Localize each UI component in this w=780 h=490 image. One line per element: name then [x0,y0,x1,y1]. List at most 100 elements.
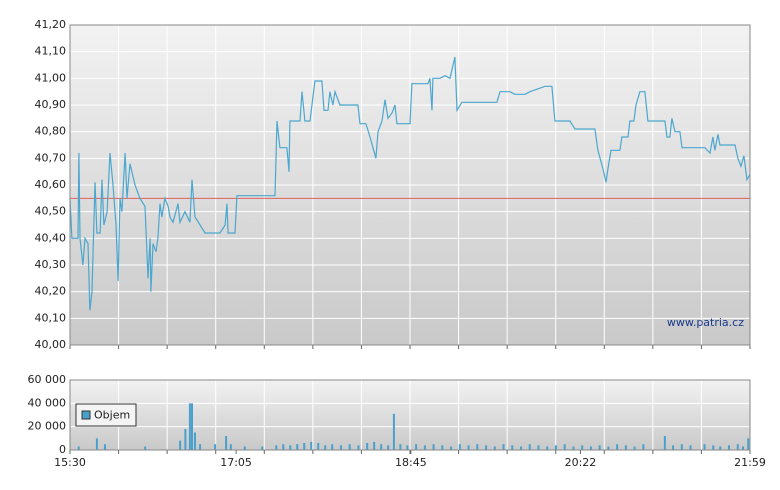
plot-border [69,24,751,346]
volume-bar [357,445,360,450]
volume-bar [441,445,444,450]
volume-bar [432,444,435,450]
volume-bar [546,446,549,450]
y-tick-label: 40,70 [35,151,67,164]
volume-bar [103,444,106,450]
volume-bar [243,446,246,450]
volume-bar [289,445,292,450]
volume-bar [719,446,722,450]
volume-bar [339,445,342,450]
volume-bar [712,445,715,450]
y-tick-label: 40,90 [35,98,67,111]
y-tick-label: 20 000 [28,420,67,433]
volume-bar [275,445,278,450]
volume-bar [331,444,334,450]
volume-bar [324,445,327,450]
y-tick-label: 0 [59,443,66,456]
y-tick-label: 40,10 [35,311,67,324]
volume-bar [366,443,369,450]
y-tick-label: 40,40 [35,231,67,244]
watermark: www.patria.cz [667,316,744,329]
volume-bar [633,446,636,450]
volume-bar [642,444,645,450]
volume-bar [511,445,514,450]
volume-bar [703,444,706,450]
volume-bar [387,445,390,450]
volume-bar [528,444,531,450]
volume-bar [191,403,194,450]
volume-bar [229,444,232,450]
volume-bar [317,443,320,450]
volume-bar [572,446,575,450]
volume-bar [563,444,566,450]
legend-box [75,403,137,427]
volume-bar [144,446,147,450]
y-tick-label: 40,00 [35,338,67,351]
y-tick-label: 41,00 [35,71,67,84]
volume-bar [458,444,461,450]
volume-bar [589,446,592,450]
x-tick-label: 18:45 [395,456,427,469]
volume-bar [607,446,610,450]
x-tick-label: 17:05 [220,456,252,469]
volume-bar [380,444,383,450]
volume-bar [188,403,191,450]
volume-bar [303,443,306,450]
volume-bar [95,438,98,450]
volume-bar [747,438,750,450]
volume-bar [537,445,540,450]
volume-bar [225,436,228,450]
volume-bar [261,446,264,450]
volume-bar [742,446,745,450]
volume-bar [680,444,683,450]
volume-bar [214,444,217,450]
volume-bar [373,441,376,450]
volume-bar [581,445,584,450]
y-tick-label: 41,10 [35,45,67,58]
volume-bar [450,446,453,450]
volume-bar [193,432,196,450]
price-line [69,56,751,311]
volume-bar [348,444,351,450]
y-tick-label: 40 000 [28,396,67,409]
x-tick-label: 20:22 [565,456,597,469]
volume-bar [493,446,496,450]
volume-bar [415,444,418,450]
legend: Objem [75,403,137,427]
volume-bar [624,445,627,450]
y-tick-label: 40,60 [35,178,67,191]
volume-bar [689,445,692,450]
y-tick-label: 41,20 [35,18,67,31]
volume-bar [310,441,313,450]
volume-bar [736,444,739,450]
volume-bar [554,445,557,450]
volume-bar [616,444,619,450]
volume-bar [476,444,479,450]
x-tick-label: 15:30 [54,456,86,469]
volume-bar [296,444,299,450]
volume-bar [406,445,409,450]
y-tick-label: 40,80 [35,125,67,138]
legend-label: Objem [94,409,130,422]
y-tick-label: 40,20 [35,285,67,298]
volume-bar [184,429,187,450]
volume-bar [179,440,182,450]
volume-bar [392,413,395,450]
volume-bar [467,445,470,450]
volume-bar [77,446,80,450]
volume-bar [485,445,488,450]
volume-bar [423,445,426,450]
volume-bar [502,444,505,450]
volume-bar [199,444,202,450]
volume-bar [672,445,675,450]
x-tick-label: 21:59 [734,456,766,469]
y-tick-label: 60 000 [28,373,67,386]
volume-bar [282,444,285,450]
legend-swatch [81,410,91,420]
volume-bar [663,436,666,450]
volume-bar [520,446,523,450]
volume-bar [598,445,601,450]
plot-border [69,379,751,451]
volume-bar [399,444,402,450]
